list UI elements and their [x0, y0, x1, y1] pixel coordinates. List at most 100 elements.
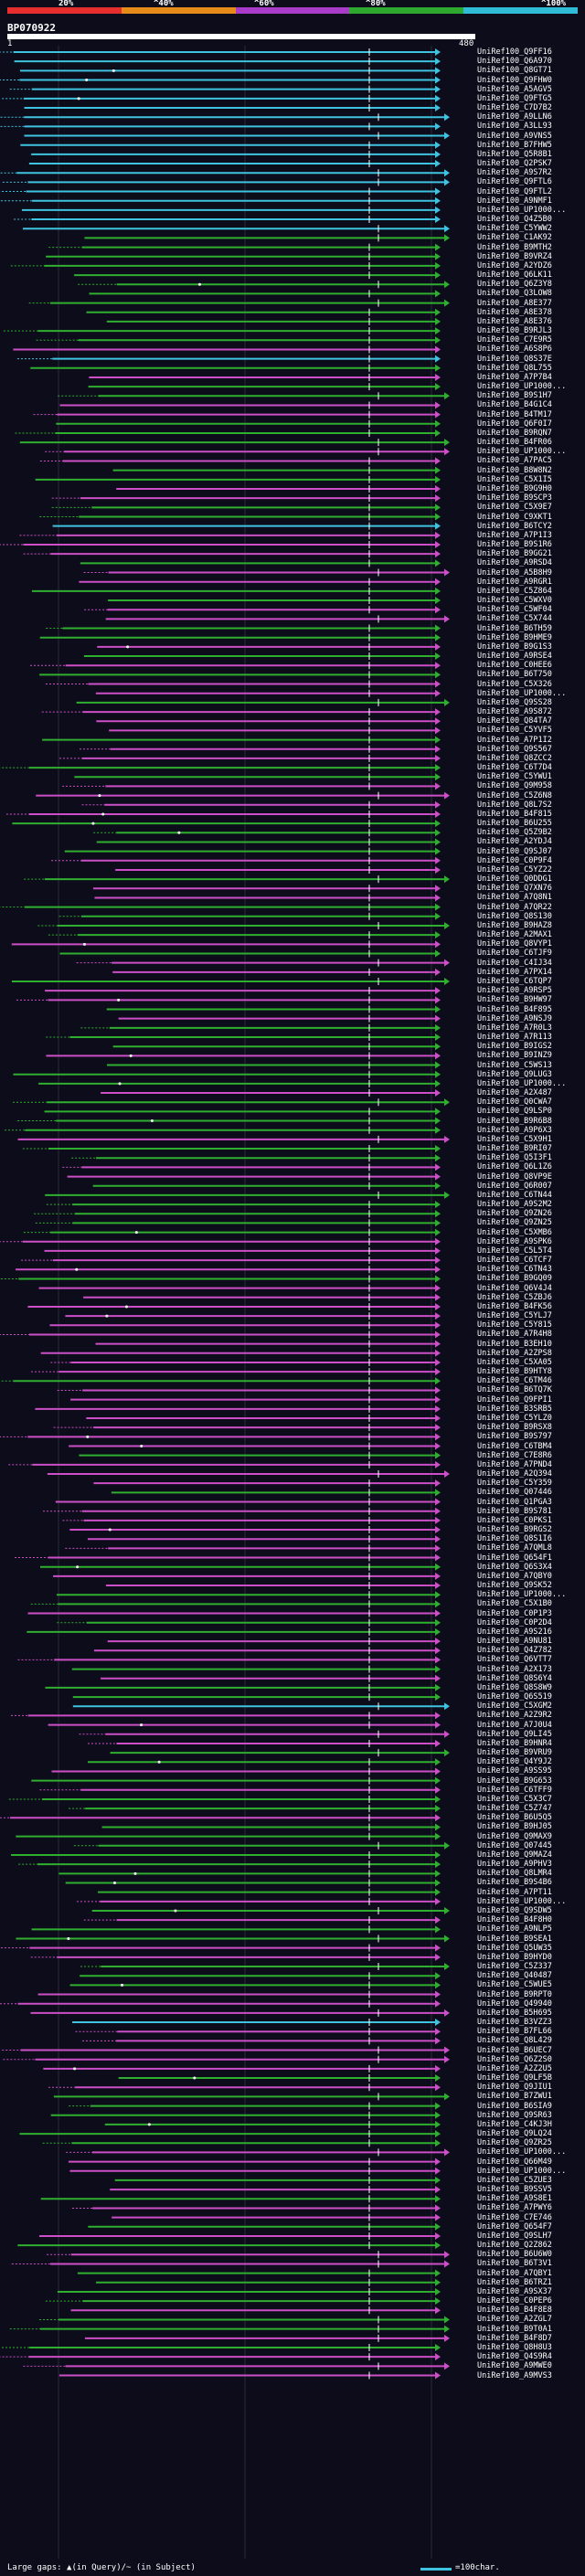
hit-label[interactable]: UniRef100_Q9SS28 — [477, 697, 552, 707]
hit-label[interactable]: UniRef100_Q07446 — [477, 1488, 552, 1498]
hit-label[interactable]: UniRef100_C5X9H1 — [477, 1134, 552, 1144]
hit-label[interactable]: UniRef100_A9SS95 — [477, 1766, 552, 1776]
hit-label[interactable]: UniRef100_A9S2M2 — [477, 1200, 552, 1210]
hit-label[interactable]: UniRef100_Q9FTL6 — [477, 177, 552, 187]
hit-label[interactable]: UniRef100_B4FR06 — [477, 438, 552, 448]
hit-label[interactable]: UniRef100_B9RPT0 — [477, 1989, 552, 1999]
hit-label[interactable]: UniRef100_B4F8D7 — [477, 2333, 552, 2343]
hit-label[interactable]: UniRef100_Q2Z862 — [477, 2241, 552, 2251]
hit-label[interactable]: UniRef100_C0P1P3 — [477, 1608, 552, 1618]
hit-label[interactable]: UniRef100_A9PHV3 — [477, 1860, 552, 1870]
hit-label[interactable]: UniRef100_Q9FTL2 — [477, 186, 552, 196]
hit-label[interactable]: UniRef100_UP1000... — [477, 1896, 567, 1906]
hit-label[interactable]: UniRef100_Q8ZCC2 — [477, 753, 552, 763]
hit-label[interactable]: UniRef100_Q6Z3Y8 — [477, 280, 552, 290]
hit-label[interactable]: UniRef100_B6TQ7K — [477, 1385, 552, 1395]
hit-label[interactable]: UniRef100_B9SEA1 — [477, 1934, 552, 1944]
hit-label[interactable]: UniRef100_Q9FPI1 — [477, 1394, 552, 1405]
hit-label[interactable]: UniRef100_C5YZ22 — [477, 864, 552, 875]
hit-label[interactable]: UniRef100_A7QBY1 — [477, 2268, 552, 2278]
hit-label[interactable]: UniRef100_C5X3C7 — [477, 1794, 552, 1804]
hit-label[interactable]: UniRef100_B9HME9 — [477, 632, 552, 642]
hit-label[interactable]: UniRef100_Q9S567 — [477, 744, 552, 754]
hit-label[interactable]: UniRef100_C4KJ3H — [477, 2119, 552, 2129]
hit-label[interactable]: UniRef100_A2X487 — [477, 1088, 552, 1098]
hit-label[interactable]: UniRef100_Q8S130 — [477, 911, 552, 921]
hit-label[interactable]: UniRef100_UP1000... — [477, 382, 567, 392]
hit-label[interactable]: UniRef100_Q5I3F1 — [477, 1153, 552, 1163]
hit-label[interactable]: UniRef100_C7E9R5 — [477, 335, 552, 345]
hit-label[interactable]: UniRef100_Q8L7S2 — [477, 800, 552, 810]
hit-label[interactable]: UniRef100_C0PEP6 — [477, 2296, 552, 2306]
hit-label[interactable]: UniRef100_B9R6B8 — [477, 1116, 552, 1126]
hit-label[interactable]: UniRef100_B9G1S3 — [477, 641, 552, 652]
hit-label[interactable]: UniRef100_A9SX37 — [477, 2286, 552, 2296]
hit-label[interactable]: UniRef100_Q8GT71 — [477, 66, 552, 76]
hit-label[interactable]: UniRef100_Q3LOW8 — [477, 289, 552, 299]
hit-label[interactable]: UniRef100_B4F895 — [477, 1004, 552, 1014]
hit-label[interactable]: UniRef100_C5XA05 — [477, 1357, 552, 1367]
hit-label[interactable]: UniRef100_Q6Z2S0 — [477, 2054, 552, 2064]
hit-label[interactable]: UniRef100_Q6F0I7 — [477, 419, 552, 429]
hit-label[interactable]: UniRef100_UP1000... — [477, 2166, 567, 2176]
hit-label[interactable]: UniRef100_Q8L429 — [477, 2036, 552, 2046]
hit-label[interactable]: UniRef100_A7PWY6 — [477, 2203, 552, 2213]
hit-label[interactable]: UniRef100_C7E746 — [477, 2212, 552, 2222]
hit-label[interactable]: UniRef100_Q6L1Z6 — [477, 1162, 552, 1172]
hit-label[interactable]: UniRef100_A9S8E1 — [477, 2194, 552, 2204]
hit-label[interactable]: UniRef100_Q4Z782 — [477, 1646, 552, 1656]
hit-label[interactable]: UniRef100_B9VRU9 — [477, 1748, 552, 1758]
hit-label[interactable]: UniRef100_Q8H8U3 — [477, 2342, 552, 2352]
hit-label[interactable]: UniRef100_A2Z9R2 — [477, 1711, 552, 1721]
hit-label[interactable]: UniRef100_C5X1B0 — [477, 1599, 552, 1609]
hit-label[interactable]: UniRef100_Q49940 — [477, 1998, 552, 2009]
hit-label[interactable]: UniRef100_B9RQN7 — [477, 428, 552, 438]
hit-label[interactable]: UniRef100_C0P2D4 — [477, 1617, 552, 1627]
hit-label[interactable]: UniRef100_Q9LUG3 — [477, 1069, 552, 1079]
hit-label[interactable]: UniRef100_B6TRZ1 — [477, 2277, 552, 2287]
hit-label[interactable]: UniRef100_A2Z2U5 — [477, 2063, 552, 2073]
hit-label[interactable]: UniRef100_A3LL93 — [477, 122, 552, 132]
hit-label[interactable]: UniRef100_C5WF04 — [477, 605, 552, 615]
hit-label[interactable]: UniRef100_C6T7D4 — [477, 763, 552, 773]
hit-label[interactable]: UniRef100_B3EH10 — [477, 1339, 552, 1349]
hit-label[interactable]: UniRef100_A9NLP5 — [477, 1924, 552, 1935]
hit-label[interactable]: UniRef100_B6U5Q5 — [477, 1813, 552, 1823]
hit-label[interactable]: UniRef100_C5YWW2 — [477, 224, 552, 234]
hit-label[interactable]: UniRef100_Q9SR63 — [477, 2110, 552, 2120]
hit-label[interactable]: UniRef100_B9RI07 — [477, 1144, 552, 1154]
hit-label[interactable]: UniRef100_B8W8N2 — [477, 465, 552, 475]
hit-label[interactable]: UniRef100_A7P1I3 — [477, 530, 552, 540]
hit-label[interactable]: UniRef100_B9HNR4 — [477, 1738, 552, 1748]
hit-label[interactable]: UniRef100_Q9LI45 — [477, 1729, 552, 1739]
hit-label[interactable]: UniRef100_Q9MAZ4 — [477, 1850, 552, 1860]
hit-label[interactable]: UniRef100_B6U255 — [477, 819, 552, 829]
hit-label[interactable]: UniRef100_B9S4B6 — [477, 1878, 552, 1888]
hit-label[interactable]: UniRef100_B9S1H7 — [477, 391, 552, 401]
hit-label[interactable]: UniRef100_C6TN43 — [477, 1265, 552, 1275]
hit-label[interactable]: UniRef100_B6SIA9 — [477, 2101, 552, 2111]
hit-label[interactable]: UniRef100_Q1PGA3 — [477, 1497, 552, 1507]
hit-label[interactable]: UniRef100_B9MTH2 — [477, 242, 552, 252]
hit-label[interactable]: UniRef100_B3VZZ3 — [477, 2018, 552, 2028]
hit-label[interactable]: UniRef100_A2X173 — [477, 1664, 552, 1674]
hit-label[interactable]: UniRef100_C5Z337 — [477, 1962, 552, 1972]
hit-label[interactable]: UniRef100_Q9SJ07 — [477, 846, 552, 856]
hit-label[interactable]: UniRef100_Q6A970 — [477, 57, 552, 67]
hit-label[interactable]: UniRef100_A7Q8N1 — [477, 893, 552, 903]
hit-label[interactable]: UniRef100_A8E377 — [477, 298, 552, 308]
hit-label[interactable]: UniRef100_Q9SK52 — [477, 1581, 552, 1591]
hit-label[interactable]: UniRef100_Q6R007 — [477, 1181, 552, 1191]
hit-label[interactable]: UniRef100_A9P6X3 — [477, 1125, 552, 1135]
hit-label[interactable]: UniRef100_Q0CWA7 — [477, 1097, 552, 1108]
hit-label[interactable]: UniRef100_Q84TA7 — [477, 716, 552, 726]
hit-label[interactable]: UniRef100_A7PT11 — [477, 1887, 552, 1897]
hit-label[interactable]: UniRef100_B9S781 — [477, 1506, 552, 1516]
hit-label[interactable]: UniRef100_C5Z864 — [477, 586, 552, 596]
hit-label[interactable]: UniRef100_A9MVS3 — [477, 2370, 552, 2380]
hit-label[interactable]: UniRef100_A2MAX1 — [477, 930, 552, 940]
hit-label[interactable]: UniRef100_B9GQ09 — [477, 1274, 552, 1284]
hit-label[interactable]: UniRef100_B6T3V1 — [477, 2259, 552, 2269]
hit-label[interactable]: UniRef100_A7PX14 — [477, 967, 552, 977]
hit-label[interactable]: UniRef100_Q9ZN25 — [477, 1218, 552, 1228]
